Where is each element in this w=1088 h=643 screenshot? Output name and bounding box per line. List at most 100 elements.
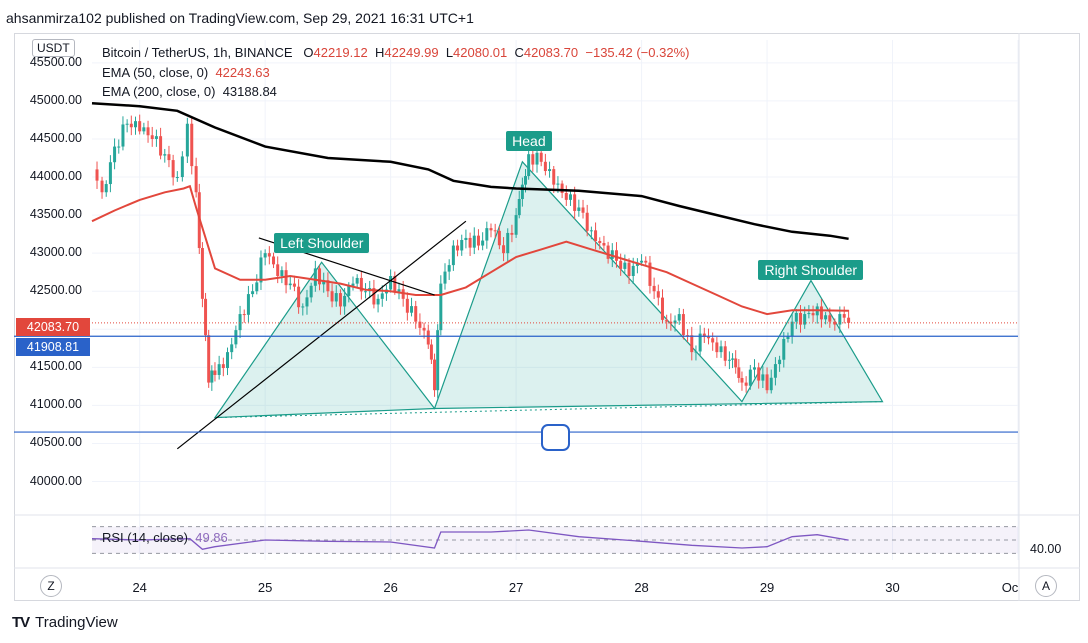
symbol-legend: Bitcoin / TetherUS, 1h, BINANCE O42219.1…: [102, 45, 690, 60]
candle-body: [614, 250, 618, 261]
x-tick-label: 29: [759, 580, 775, 595]
candle-body: [794, 312, 798, 322]
x-tick-label: 24: [132, 580, 147, 595]
pattern-label: Head: [506, 131, 552, 152]
candle-body: [380, 293, 384, 299]
candle-body: [803, 314, 807, 325]
candle-body: [460, 240, 464, 251]
candle-body: [552, 169, 556, 185]
candle-body: [159, 136, 163, 156]
candle-body: [481, 240, 485, 246]
candle-body: [560, 183, 564, 193]
candle-body: [292, 283, 296, 287]
candle-body: [108, 162, 112, 185]
candle-body: [719, 346, 723, 353]
rsi-legend: RSI (14, close) 49.86: [102, 530, 228, 545]
y-tick-label: 42500.00: [29, 283, 82, 298]
candle-body: [397, 289, 401, 292]
candle-body: [520, 184, 524, 200]
candle-body: [414, 306, 418, 322]
candle-body: [194, 166, 198, 193]
currency-label[interactable]: USDT: [32, 39, 75, 57]
candle-body: [606, 245, 610, 259]
candle-body: [464, 237, 468, 241]
candle-body: [573, 194, 577, 211]
low-value: 42080.01: [453, 45, 508, 60]
brand-name: TradingView: [35, 614, 118, 631]
candle-body: [267, 253, 271, 257]
candle-body: [493, 230, 497, 232]
candle-body: [748, 369, 752, 386]
candle-body: [581, 207, 585, 213]
candle-body: [811, 313, 815, 316]
candle-body: [410, 306, 414, 313]
candle-body: [436, 330, 440, 391]
candle-body: [104, 184, 108, 193]
candle-body: [828, 315, 832, 322]
candle-body: [133, 121, 137, 128]
x-tick-label: 28: [634, 580, 649, 595]
candle-body: [129, 123, 133, 128]
candle-body: [418, 321, 422, 328]
candle-body: [297, 286, 301, 308]
candle-body: [246, 294, 250, 315]
y-tick-label: 43500.00: [29, 207, 82, 222]
y-tick-label: 40500.00: [29, 435, 82, 450]
auto-scale-button[interactable]: A: [1035, 575, 1057, 597]
candle-body: [517, 199, 521, 216]
candle-body: [221, 364, 225, 369]
candle-body: [824, 315, 828, 320]
candle-body: [355, 277, 359, 284]
candle-body: [506, 232, 510, 254]
candle-body: [213, 370, 217, 375]
candle-body: [577, 207, 581, 211]
footer: TV TradingView: [12, 614, 118, 631]
candle-body: [786, 336, 790, 339]
candle-body: [731, 358, 735, 360]
candle-body: [326, 280, 330, 292]
candle-body: [847, 317, 851, 323]
chart-frame: [14, 33, 1080, 601]
candle-body: [568, 194, 572, 200]
selection-handle[interactable]: [541, 424, 570, 451]
ema200-line: [91, 101, 849, 241]
candle-body: [330, 291, 334, 302]
symbol-name: Bitcoin / TetherUS, 1h, BINANCE: [102, 45, 293, 60]
candle-body: [343, 295, 347, 307]
candle-body: [142, 127, 146, 132]
candle-body: [426, 330, 430, 345]
published-line: ahsanmirza102 published on TradingView.c…: [6, 10, 474, 26]
candle-body: [472, 235, 476, 248]
candle-body: [527, 154, 531, 177]
horizontal-levels: [14, 322, 1018, 433]
candle-body: [564, 192, 568, 200]
candle-body: [175, 177, 179, 179]
candle-body: [447, 265, 451, 272]
y-tick-label: 45000.00: [29, 92, 82, 107]
candle-body: [272, 256, 276, 265]
candle-body: [740, 377, 744, 383]
candle-body: [364, 291, 368, 293]
y-tick-label: 41500.00: [29, 359, 82, 374]
candle-body: [359, 277, 363, 292]
timezone-button[interactable]: Z: [40, 575, 62, 597]
candle-body: [309, 285, 313, 298]
rsi-pane: [91, 526, 1018, 554]
candle-body: [263, 253, 267, 258]
price-candles: [95, 114, 851, 399]
candle-body: [100, 180, 104, 193]
candle-body: [510, 232, 514, 235]
tradingview-logo-icon: TV: [12, 614, 30, 631]
candle-body: [790, 321, 794, 337]
y-tick-label: 41000.00: [29, 397, 82, 412]
x-tick-label: 26: [383, 580, 398, 595]
candle-body: [744, 382, 748, 386]
high-value: 42249.99: [384, 45, 439, 60]
change-value: −135.42 (−0.32%): [585, 45, 690, 60]
ema50-line: [91, 184, 849, 316]
candle-body: [351, 283, 355, 286]
head-shoulders-pattern: [213, 160, 884, 419]
ema200-legend: EMA (200, close, 0) 43188.84: [102, 84, 277, 99]
candle-body: [665, 319, 669, 322]
